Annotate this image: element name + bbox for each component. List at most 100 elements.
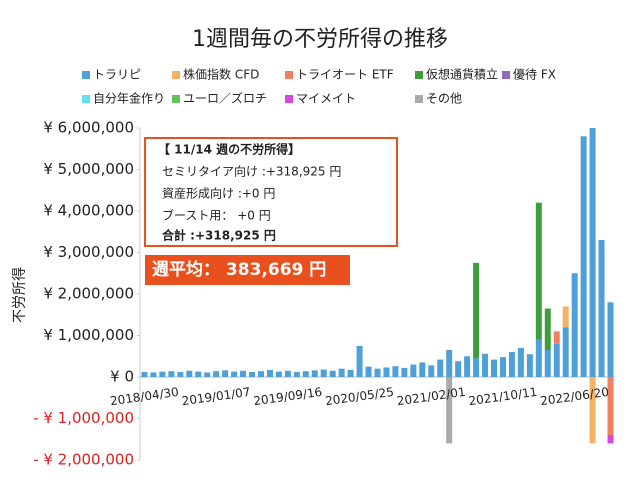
y-tick-label: ¥ 2,000,000 bbox=[43, 285, 134, 303]
bar-segment bbox=[204, 372, 211, 377]
bar-segment bbox=[392, 366, 399, 377]
bar-segment bbox=[141, 372, 148, 377]
x-tick-label: 2018/04/30 bbox=[109, 385, 179, 408]
bar-segment bbox=[159, 371, 166, 377]
annotation-total: 合計 :+318,925 円 bbox=[162, 228, 276, 243]
x-tick-label: 2020/05/25 bbox=[324, 385, 394, 408]
x-tick-label: 2021/02/01 bbox=[396, 385, 466, 408]
bar-segment bbox=[589, 128, 596, 377]
bar-segment bbox=[401, 367, 408, 377]
bar-segment bbox=[329, 370, 336, 377]
annotation-line: セミリタイア向け :+318,925 円 bbox=[162, 164, 341, 179]
bar-segment bbox=[186, 370, 193, 377]
legend-swatch bbox=[285, 95, 293, 103]
x-tick-label: 2022/06/20 bbox=[539, 385, 609, 408]
bar-segment bbox=[482, 353, 489, 377]
bar-segment bbox=[293, 372, 300, 377]
bar-segment bbox=[562, 327, 569, 377]
bar-segment bbox=[222, 370, 229, 377]
bar-segment bbox=[446, 377, 453, 444]
bar-segment bbox=[284, 370, 291, 377]
legend-swatch bbox=[172, 95, 180, 103]
bar-segment bbox=[607, 302, 614, 377]
bar-segment bbox=[347, 369, 354, 377]
y-tick-label: ¥ 5,000,000 bbox=[43, 160, 134, 178]
annotation-line: ブースト用： +0 円 bbox=[162, 208, 271, 223]
legend-swatch bbox=[502, 71, 510, 79]
bar-segment bbox=[562, 306, 569, 328]
y-tick-label: ¥ 4,000,000 bbox=[43, 202, 134, 220]
bar-segment bbox=[302, 371, 309, 377]
y-tick-label: ¥ 0 bbox=[110, 368, 134, 386]
legend-label: 優待 FX bbox=[513, 68, 556, 82]
legend-swatch bbox=[415, 71, 423, 79]
legend-label: 仮想通貨積立 bbox=[426, 67, 498, 82]
bar-segment bbox=[150, 372, 157, 377]
bar-segment bbox=[580, 136, 587, 377]
legend-label: その他 bbox=[426, 92, 462, 106]
bar-segment bbox=[544, 308, 551, 351]
bar-segment bbox=[553, 331, 560, 344]
legend-label: トライオート ETF bbox=[296, 68, 394, 82]
legend-swatch bbox=[415, 95, 423, 103]
bar-segment bbox=[213, 371, 220, 377]
bar-segment bbox=[428, 365, 435, 377]
bar-segment bbox=[517, 347, 524, 377]
bar-segment bbox=[356, 345, 363, 377]
bar-segment bbox=[231, 371, 238, 377]
legend-label: マイメイト bbox=[296, 92, 356, 106]
y-tick-label: - ¥ 1,000,000 bbox=[33, 409, 134, 427]
bar-segment bbox=[419, 362, 426, 377]
bar-segment bbox=[177, 372, 184, 377]
y-tick-label: ¥ 3,000,000 bbox=[43, 243, 134, 261]
bar-segment bbox=[491, 359, 498, 377]
legend-swatch bbox=[172, 71, 180, 79]
x-tick-label: 2019/09/16 bbox=[253, 385, 323, 408]
bar-segment bbox=[499, 357, 506, 377]
bar-segment bbox=[455, 361, 462, 377]
annotation-line: 資産形成向け :+0 円 bbox=[162, 186, 275, 201]
annotation-box bbox=[144, 137, 398, 247]
bar-segment bbox=[526, 354, 533, 377]
bar-segment bbox=[374, 368, 381, 377]
bar-segment bbox=[535, 202, 542, 340]
bar-segment bbox=[275, 371, 282, 377]
legend-label: 自分年金作り bbox=[93, 91, 165, 106]
y-tick-label: - ¥ 2,000,000 bbox=[33, 451, 134, 469]
bar-segment bbox=[544, 350, 551, 377]
bar-segment bbox=[257, 371, 264, 377]
bar-segment bbox=[589, 377, 596, 444]
x-tick-label: 2019/01/07 bbox=[181, 385, 251, 408]
y-tick-label: ¥ 6,000,000 bbox=[43, 119, 134, 137]
bar-segment bbox=[266, 369, 273, 377]
legend-swatch bbox=[82, 95, 90, 103]
legend-label: ユーロ／ズロチ bbox=[183, 91, 267, 106]
bar-segment bbox=[410, 364, 417, 377]
bar-segment bbox=[437, 359, 444, 377]
bar-segment bbox=[338, 368, 345, 377]
bar-segment bbox=[320, 369, 327, 377]
bar-segment bbox=[571, 273, 578, 377]
bar-segment bbox=[607, 377, 614, 436]
bar-segment bbox=[383, 367, 390, 377]
bar-segment bbox=[311, 370, 318, 377]
y-tick-label: ¥ 1,000,000 bbox=[43, 326, 134, 344]
bar-segment bbox=[535, 339, 542, 377]
bar-segment bbox=[553, 343, 560, 377]
average-label: 週平均： 383,669 円 bbox=[152, 259, 326, 280]
annotation-heading: 【 11/14 週の不労所得】 bbox=[158, 142, 300, 157]
bar-segment bbox=[365, 366, 372, 377]
bar-segment bbox=[240, 370, 247, 377]
bar-segment bbox=[607, 435, 614, 444]
bar-segment bbox=[473, 262, 480, 359]
legend-label: 株価指数 CFD bbox=[183, 67, 259, 82]
bar-segment bbox=[249, 372, 256, 377]
average-box bbox=[145, 255, 350, 285]
bar-segment bbox=[508, 352, 515, 377]
legend-label: トラリピ bbox=[93, 68, 141, 82]
y-axis-label: 不労所得 bbox=[11, 267, 28, 323]
x-tick-label: 2021/10/11 bbox=[468, 385, 538, 408]
bar-segment bbox=[598, 240, 605, 377]
